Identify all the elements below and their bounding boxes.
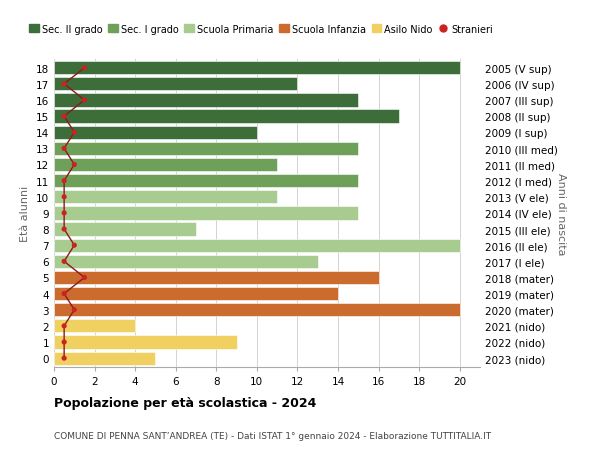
Bar [54,94,358,107]
Point [59,113,69,121]
Bar [54,126,257,140]
Bar [54,303,460,317]
Point [59,290,69,297]
Bar [54,78,298,91]
Bar [54,207,358,220]
Point [59,339,69,346]
Text: Popolazione per età scolastica - 2024: Popolazione per età scolastica - 2024 [54,396,316,409]
Bar [54,142,358,156]
Point [59,146,69,153]
Point [70,162,79,169]
Text: COMUNE DI PENNA SANT’ANDREA (TE) - Dati ISTAT 1° gennaio 2024 - Elaborazione TUT: COMUNE DI PENNA SANT’ANDREA (TE) - Dati … [54,431,491,440]
Point [59,226,69,233]
Bar [54,287,338,301]
Bar [54,239,460,252]
Bar [54,352,155,365]
Point [59,258,69,265]
Y-axis label: Anni di nascita: Anni di nascita [556,172,566,255]
Point [59,355,69,362]
Point [59,323,69,330]
Y-axis label: Età alunni: Età alunni [20,185,31,241]
Point [59,178,69,185]
Point [59,194,69,201]
Point [80,97,89,104]
Point [80,65,89,72]
Bar [54,62,460,75]
Point [80,274,89,281]
Legend: Sec. II grado, Sec. I grado, Scuola Primaria, Scuola Infanzia, Asilo Nido, Stran: Sec. II grado, Sec. I grado, Scuola Prim… [29,24,493,34]
Point [70,129,79,137]
Bar [54,223,196,236]
Bar [54,158,277,172]
Bar [54,319,135,333]
Point [70,306,79,313]
Bar [54,255,318,269]
Bar [54,271,379,285]
Bar [54,336,236,349]
Bar [54,191,277,204]
Bar [54,174,358,188]
Bar [54,110,399,123]
Point [59,81,69,88]
Point [70,242,79,249]
Point [59,210,69,217]
